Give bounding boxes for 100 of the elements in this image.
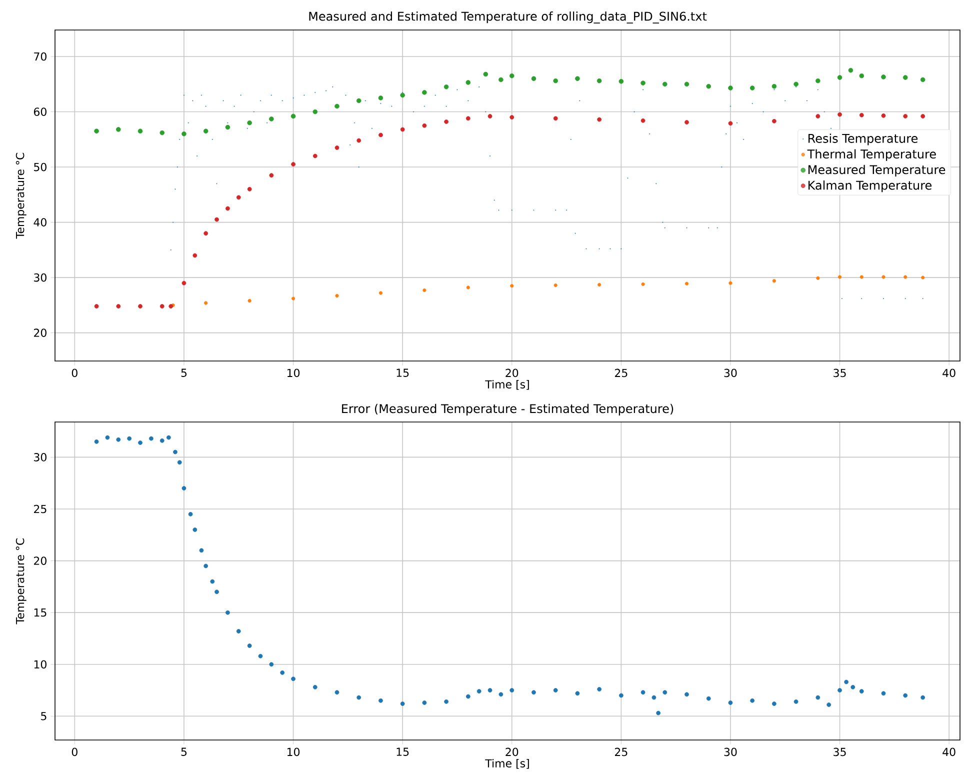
x-tick-label: 15 — [396, 748, 409, 756]
point — [378, 291, 383, 295]
point — [728, 121, 733, 126]
point — [921, 276, 925, 280]
y-tick-label: 70 — [34, 52, 46, 61]
y-axis-title: Temperature °C — [16, 538, 26, 624]
point — [204, 301, 208, 305]
point — [400, 702, 405, 706]
point — [920, 77, 926, 82]
point — [214, 590, 219, 594]
y-axis-title: Temperature °C — [16, 152, 26, 239]
point — [182, 486, 186, 490]
point — [652, 695, 656, 700]
point — [684, 282, 689, 286]
point — [618, 693, 624, 698]
point — [772, 118, 776, 124]
x-tick-label: 20 — [506, 368, 518, 378]
point — [728, 700, 733, 705]
point — [598, 282, 602, 287]
point — [94, 128, 99, 134]
x-tick-label: 30 — [724, 748, 737, 756]
point — [173, 450, 178, 454]
legend-label: Kalman Temperature — [808, 180, 932, 192]
point — [204, 564, 208, 568]
point — [816, 695, 820, 700]
point — [225, 206, 230, 211]
point — [444, 699, 448, 704]
y-tick-label: 10 — [34, 660, 46, 669]
point — [816, 276, 820, 280]
point — [575, 691, 580, 696]
point — [532, 690, 536, 695]
y-tick-label: 20 — [34, 328, 46, 337]
x-tick-label: 30 — [724, 368, 737, 378]
point — [641, 282, 645, 286]
point — [575, 76, 580, 82]
point — [291, 676, 296, 682]
point — [247, 120, 252, 126]
point — [844, 680, 849, 684]
x-tick-label: 15 — [396, 368, 409, 377]
point — [105, 435, 110, 440]
point — [177, 460, 182, 465]
point — [510, 688, 514, 692]
point — [160, 438, 164, 443]
point — [182, 131, 186, 136]
point — [816, 78, 820, 84]
point — [772, 702, 776, 706]
point — [859, 112, 864, 118]
point — [881, 74, 886, 80]
x-axis-title: Time [s] — [485, 380, 529, 390]
point — [903, 693, 908, 698]
x-tick-label: 20 — [506, 748, 518, 756]
y-tick-label: 15 — [34, 608, 46, 617]
point — [236, 195, 241, 200]
point — [168, 304, 174, 308]
chart-title: Error (Measured Temperature - Estimated Temperature) — [342, 404, 674, 416]
point — [312, 109, 318, 114]
point — [94, 304, 99, 308]
point — [400, 127, 405, 132]
point — [116, 304, 121, 308]
point — [422, 700, 427, 705]
point — [838, 688, 842, 692]
point — [684, 120, 689, 124]
point — [640, 690, 646, 695]
point — [166, 435, 171, 440]
point — [920, 695, 926, 700]
x-tick-label: 5 — [181, 748, 187, 756]
point — [248, 298, 252, 303]
x-tick-label: 35 — [834, 368, 846, 378]
point — [881, 113, 886, 118]
point — [483, 72, 488, 77]
point — [160, 130, 165, 136]
point — [684, 692, 689, 697]
point — [662, 690, 668, 695]
y-tick-label: 20 — [34, 556, 46, 565]
x-tick-label: 40 — [942, 748, 956, 756]
point — [269, 662, 274, 667]
point — [334, 145, 340, 150]
point — [247, 644, 252, 648]
y-tick-label: 5 — [41, 712, 46, 720]
point — [203, 128, 208, 134]
point — [138, 440, 142, 445]
point — [280, 670, 285, 675]
point — [553, 116, 558, 121]
point — [356, 98, 362, 104]
y-tick-label: 40 — [34, 218, 46, 226]
point — [466, 694, 470, 699]
legend-label: Resis Temperature — [808, 134, 918, 146]
point — [476, 689, 482, 694]
point — [356, 695, 362, 700]
point — [904, 275, 908, 279]
x-tick-label: 10 — [287, 368, 300, 378]
point — [553, 78, 558, 84]
point — [662, 82, 668, 87]
point — [920, 114, 926, 118]
point — [816, 114, 820, 118]
point — [192, 528, 198, 532]
x-tick-label: 40 — [942, 368, 956, 378]
point — [258, 654, 263, 658]
point — [291, 296, 296, 300]
point — [444, 120, 448, 124]
